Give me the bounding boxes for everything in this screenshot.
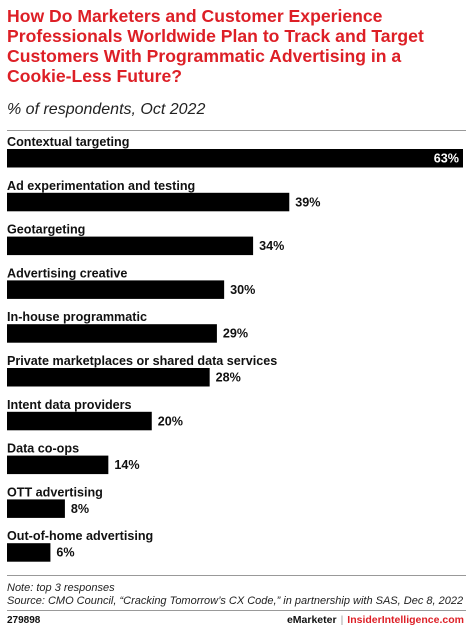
value-label: 8% [71,502,89,516]
chart-id: 279898 [7,615,41,626]
value-label: 6% [56,546,74,560]
category-label: Geotargeting [7,223,85,237]
bar [7,411,152,431]
category-label: Ad experimentation and testing [7,179,195,193]
category-label: Advertising creative [7,266,127,280]
category-label: In-house programmatic [7,310,147,324]
chart-note: Note: top 3 responses [7,582,115,594]
bar [7,543,51,562]
category-label: Private marketplaces or shared data serv… [7,354,277,368]
value-label: 63% [434,152,459,166]
top-divider [7,130,466,131]
bar [7,368,210,387]
value-label: 29% [223,327,248,341]
chart-source: Source: CMO Council, “Cracking Tomorrow’… [7,595,464,607]
chart-subtitle: % of respondents, Oct 2022 [7,101,206,118]
bar [7,192,290,212]
chart-title: How Do Marketers and Customer Experience… [7,6,424,86]
brand-insider-intelligence: InsiderIntelligence.com [347,614,464,626]
value-label: 20% [158,414,183,428]
category-label: Data co-ops [7,442,79,456]
bar [7,236,254,256]
category-label: Contextual targeting [7,135,129,149]
bar [7,499,65,518]
bottom-divider [7,575,466,576]
brand-footer: eMarketer | InsiderIntelligence.com [287,614,464,626]
footer-divider [7,610,466,611]
category-label: OTT advertising [7,485,103,499]
value-label: 30% [230,283,255,297]
bar [7,455,109,475]
brand-separator: | [340,614,344,626]
bar [7,149,463,168]
bar [7,280,225,299]
category-label: Out-of-home advertising [7,529,153,543]
value-label: 28% [216,371,241,385]
value-label: 14% [114,458,139,472]
bar [7,324,217,343]
value-label: 39% [295,195,320,209]
brand-emarketer: eMarketer [286,614,337,626]
value-label: 34% [259,239,284,253]
category-label: Intent data providers [7,398,132,412]
